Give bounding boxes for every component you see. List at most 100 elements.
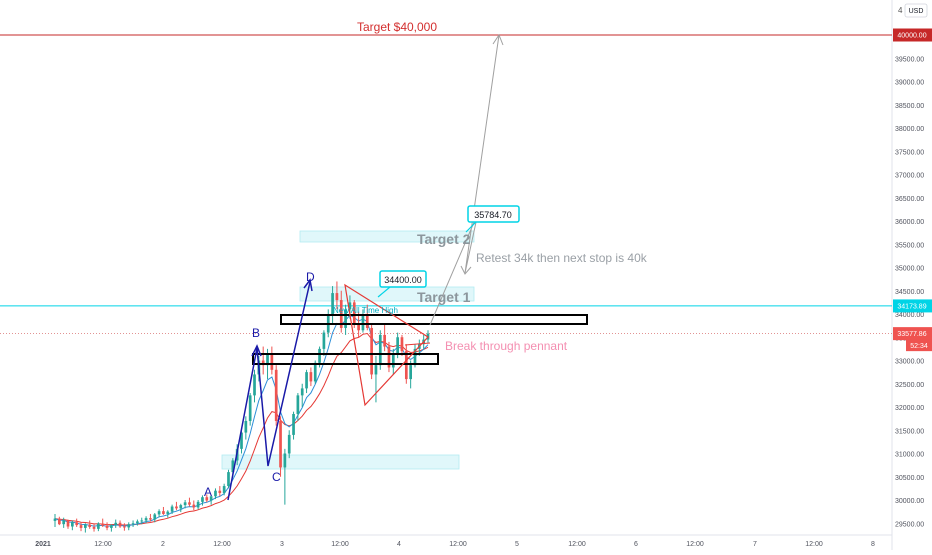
candle-body[interactable] (365, 314, 369, 328)
candle-body[interactable] (357, 323, 360, 331)
candle-body[interactable] (348, 302, 352, 310)
candle-body[interactable] (79, 525, 83, 528)
candle-body[interactable] (66, 520, 70, 527)
candle-body[interactable] (413, 348, 417, 366)
candle-body[interactable] (391, 353, 395, 368)
candle-body[interactable] (105, 525, 109, 528)
support-box[interactable] (252, 353, 439, 365)
candle-body[interactable] (335, 293, 339, 301)
candle-body[interactable] (292, 413, 295, 435)
candle-body[interactable] (183, 502, 187, 506)
candle-body[interactable] (287, 434, 291, 454)
candle-body[interactable] (331, 293, 334, 314)
candle-body[interactable] (352, 302, 356, 324)
wave-label-d: D (306, 270, 315, 284)
candle-body[interactable] (248, 395, 252, 421)
candle-body[interactable] (266, 353, 269, 366)
candle-body[interactable] (322, 332, 326, 349)
candle-body[interactable] (205, 497, 209, 501)
candle-body[interactable] (274, 369, 278, 421)
candle-body[interactable] (201, 497, 204, 502)
candle-body[interactable] (244, 420, 248, 433)
candle-body[interactable] (296, 395, 300, 414)
plot-area[interactable] (0, 0, 892, 535)
candle-body[interactable] (400, 337, 404, 352)
candle-body[interactable] (209, 496, 213, 501)
candle-body[interactable] (218, 490, 222, 494)
candle-body[interactable] (170, 506, 174, 512)
abcd-wave[interactable] (227, 281, 311, 501)
candle-body[interactable] (84, 524, 87, 528)
candle-body[interactable] (361, 314, 365, 331)
candle-body[interactable] (253, 374, 256, 396)
candle-body[interactable] (396, 337, 399, 354)
pennant-triangle[interactable] (344, 283, 429, 407)
candle-body[interactable] (196, 501, 200, 508)
candle-body[interactable] (149, 518, 152, 520)
candle-body[interactable] (279, 420, 282, 468)
candle-body[interactable] (110, 525, 113, 528)
ema-slow-line[interactable] (54, 332, 429, 526)
candle-body[interactable] (162, 511, 165, 514)
candle-body[interactable] (270, 353, 274, 370)
y-tick-label: 34500.00 (895, 289, 924, 296)
callout-35784[interactable] (467, 205, 520, 223)
ema-fast-line[interactable] (54, 314, 429, 527)
target-2-zone[interactable] (299, 230, 475, 243)
candle-body[interactable] (144, 518, 148, 521)
candle-body[interactable] (157, 511, 161, 515)
candle-body[interactable] (192, 504, 196, 508)
candle-body[interactable] (188, 502, 191, 505)
candle-body[interactable] (305, 372, 308, 389)
candle-body[interactable] (71, 522, 74, 527)
candle-body[interactable] (53, 518, 57, 521)
candle-body[interactable] (409, 365, 412, 380)
candle-body[interactable] (118, 522, 122, 527)
candle-body[interactable] (383, 334, 386, 347)
candle-body[interactable] (309, 372, 313, 382)
currency-badge[interactable] (904, 3, 928, 18)
candle-body[interactable] (227, 472, 230, 487)
candle-body[interactable] (300, 388, 304, 396)
candle-body[interactable] (136, 521, 139, 524)
candle-body[interactable] (404, 351, 408, 380)
candle-body[interactable] (153, 514, 157, 520)
candle-body[interactable] (179, 505, 183, 509)
candle-body[interactable] (92, 526, 96, 529)
y-tick-label: 35000.00 (895, 266, 924, 273)
candle-body[interactable] (261, 360, 265, 366)
callout-34400[interactable] (379, 270, 427, 288)
candle-body[interactable] (101, 523, 105, 526)
candle-body[interactable] (62, 520, 66, 525)
ath-price-badge (893, 299, 932, 313)
candle-body[interactable] (123, 526, 126, 528)
candle-body[interactable] (57, 518, 61, 525)
candle-body[interactable] (140, 520, 144, 522)
candle-body[interactable] (318, 348, 321, 363)
candle-body[interactable] (283, 453, 287, 468)
price-scale[interactable] (892, 0, 932, 550)
candle-body[interactable] (240, 432, 243, 449)
candle-body[interactable] (127, 524, 131, 528)
candle-body[interactable] (374, 365, 378, 375)
candle-body[interactable] (370, 327, 373, 375)
candle-body[interactable] (166, 511, 170, 514)
candle-body[interactable] (231, 460, 235, 473)
candle-body[interactable] (387, 346, 391, 368)
candle-body[interactable] (222, 486, 226, 494)
pennant-apex-line (404, 342, 431, 346)
support-zone[interactable] (221, 454, 460, 470)
candle-body[interactable] (75, 522, 79, 526)
candle-body[interactable] (344, 309, 347, 328)
candle-body[interactable] (313, 362, 317, 382)
candle-body[interactable] (97, 523, 100, 529)
candle-body[interactable] (131, 523, 135, 525)
candle-body[interactable] (175, 506, 178, 509)
candle-body[interactable] (378, 334, 382, 366)
candle-body[interactable] (214, 490, 217, 497)
candle-body[interactable] (114, 522, 118, 526)
candle-body[interactable] (88, 524, 92, 527)
projection-path[interactable] (429, 34, 500, 326)
